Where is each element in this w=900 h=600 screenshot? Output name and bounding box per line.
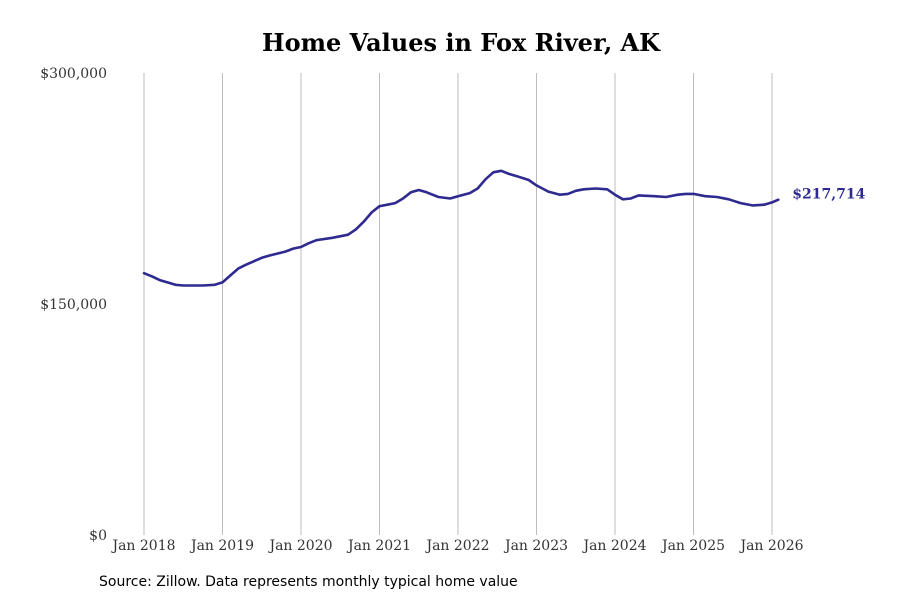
x-tick-label: Jan 2026 — [738, 538, 803, 554]
x-tick-label: Jan 2018 — [110, 538, 175, 554]
x-tick-label: Jan 2024 — [581, 538, 646, 554]
y-tick-label: $150,000 — [40, 297, 107, 313]
x-tick-label: Jan 2020 — [267, 538, 332, 554]
series-line — [142, 169, 780, 287]
x-tick-label: Jan 2025 — [660, 538, 725, 554]
y-tick-label: $0 — [89, 528, 107, 544]
gridlines — [143, 73, 773, 535]
source-note: Source: Zillow. Data represents monthly … — [99, 574, 518, 590]
end-value-label: $217,714 — [792, 187, 865, 203]
series-layer: $217,714 — [142, 169, 866, 287]
x-tick-label: Jan 2022 — [424, 538, 489, 554]
y-tick-label: $300,000 — [40, 66, 107, 82]
x-axis: Jan 2018 Jan 2019 Jan 2020 Jan 2021 Jan 2022… — [110, 538, 803, 554]
chart-title: Home Values in Fox River, AK — [261, 28, 661, 57]
y-axis: $0 $150,000 $300,000 — [40, 66, 107, 544]
x-tick-label: Jan 2019 — [189, 538, 254, 554]
x-tick-label: Jan 2021 — [346, 538, 411, 554]
x-tick-label: Jan 2023 — [503, 538, 568, 554]
